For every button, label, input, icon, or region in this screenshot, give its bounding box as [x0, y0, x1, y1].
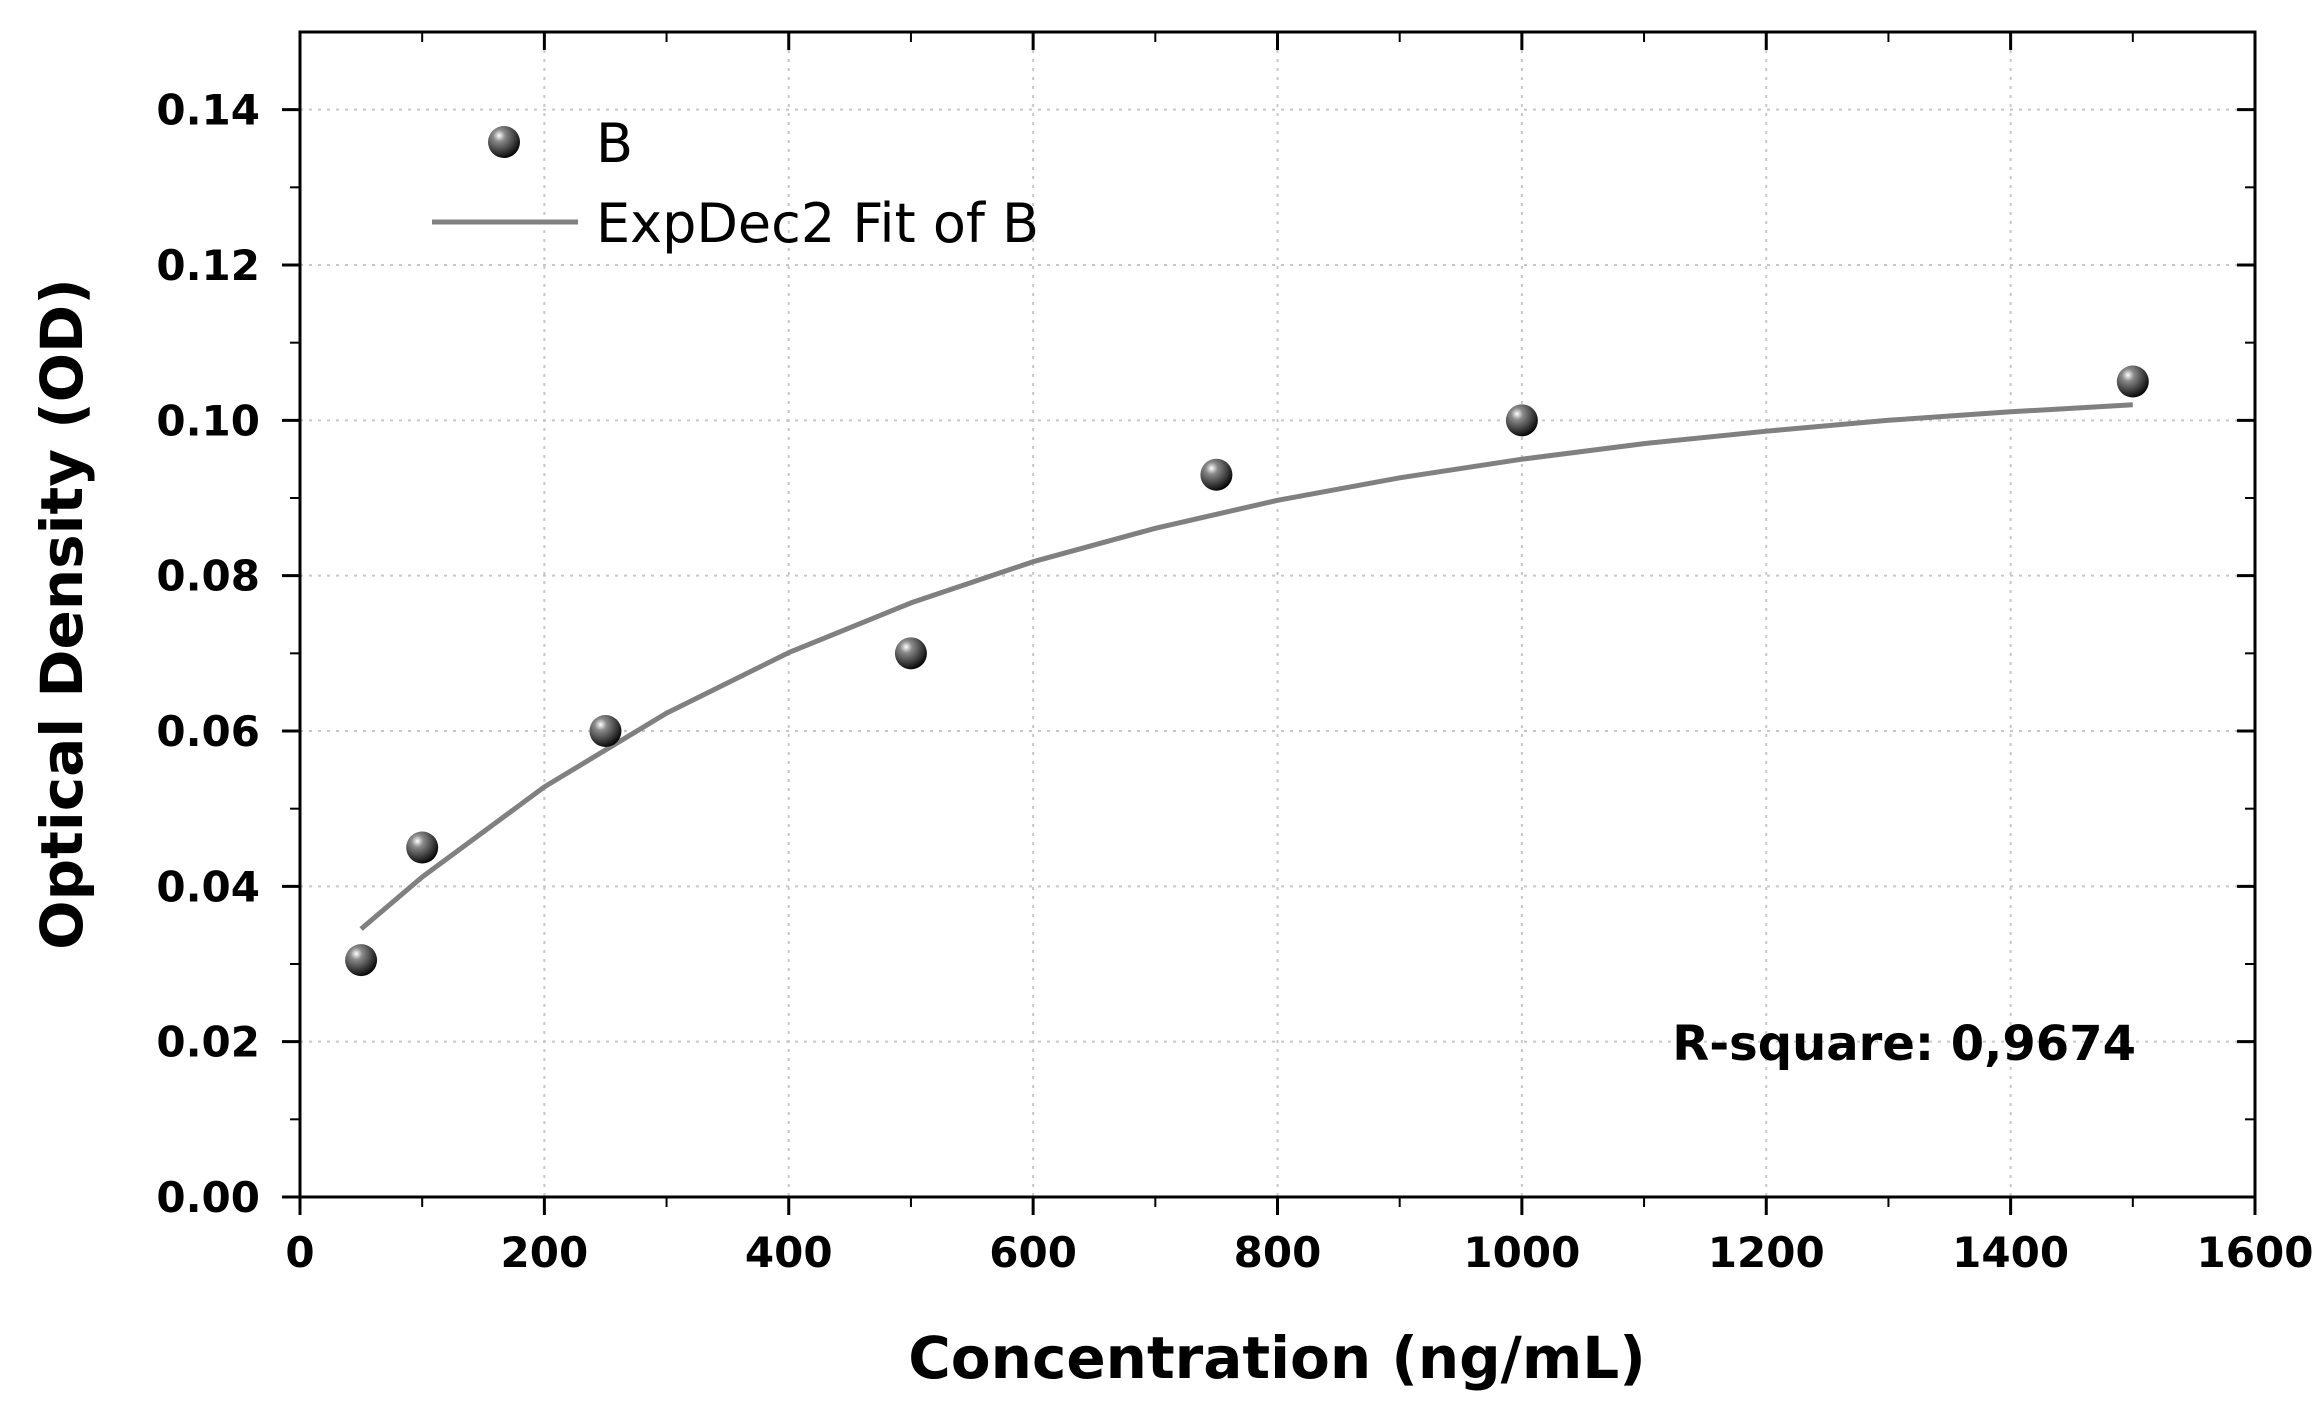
tick-layer: [282, 32, 2257, 1215]
fit-line: [359, 402, 2133, 931]
data-point: [589, 715, 622, 747]
grid-layer: [300, 32, 2255, 1197]
data-point: [894, 637, 927, 670]
y-tick-label: 0.14: [156, 86, 260, 135]
y-tick-label: 0.02: [156, 1018, 260, 1067]
legend-marker-b: [488, 126, 520, 158]
series-layer: [345, 365, 2149, 977]
data-point: [1505, 404, 1538, 437]
x-tick-label: 600: [989, 1228, 1077, 1277]
y-tick-label: 0.12: [156, 241, 260, 290]
legend-label-b: B: [596, 112, 633, 175]
x-tick-label: 200: [501, 1228, 589, 1277]
data-point: [1200, 458, 1233, 491]
y-tick-label: 0.10: [156, 396, 260, 445]
legend-label-fit: ExpDec2 Fit of B: [596, 192, 1039, 255]
y-tick-label: 0.00: [156, 1173, 260, 1222]
y-tick-label: 0.06: [156, 707, 260, 756]
r-square-annotation: R-square: 0,9674: [1672, 1016, 2136, 1072]
x-tick-label: 400: [745, 1228, 833, 1277]
x-tick-label: 1200: [1708, 1228, 1825, 1277]
y-axis-title: Optical Density (OD): [28, 278, 96, 949]
x-tick-label: 0: [285, 1228, 314, 1277]
y-tick-label: 0.08: [156, 552, 260, 601]
data-point: [345, 944, 378, 977]
data-point: [2116, 365, 2149, 398]
tick-label-layer: 0 200 400 600 800 1000 1200 1400 1600 0.00 0.02 0.0…: [156, 86, 2313, 1277]
data-point: [406, 831, 439, 864]
x-tick-label: 1400: [1952, 1228, 2069, 1277]
x-tick-label: 1000: [1463, 1228, 1580, 1277]
x-tick-label: 800: [1234, 1228, 1322, 1277]
y-tick-label: 0.04: [156, 862, 260, 911]
x-axis-title: Concentration (ng/mL): [908, 1324, 1646, 1392]
legend: B ExpDec2 Fit of B: [432, 112, 1039, 255]
x-tick-label: 1600: [2197, 1228, 2314, 1277]
